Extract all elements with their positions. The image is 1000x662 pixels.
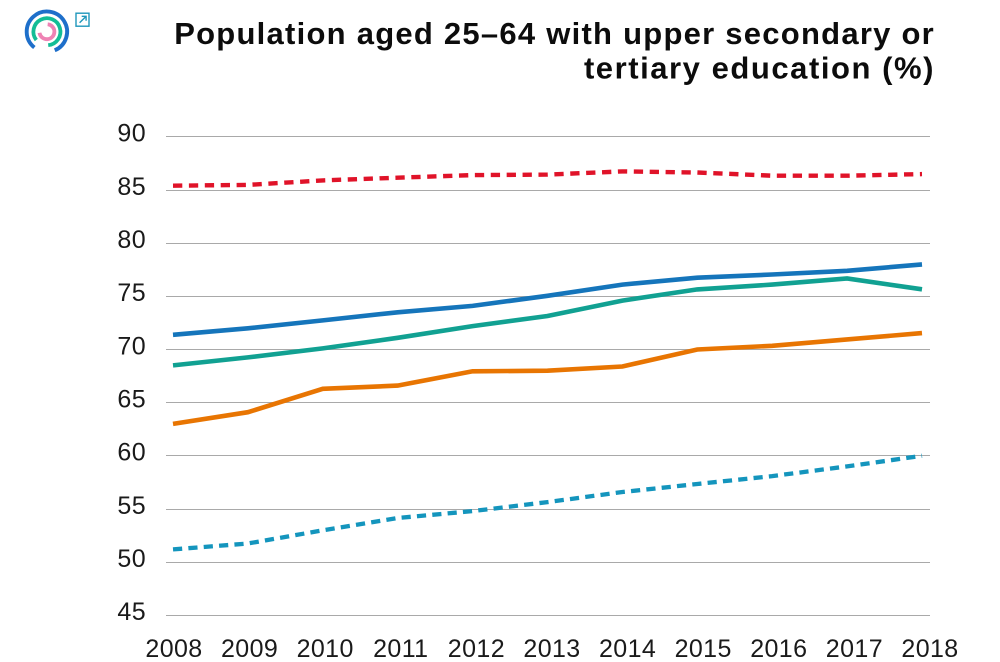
svg-text:2015: 2015 [675,635,732,662]
svg-text:75: 75 [117,279,146,307]
svg-text:2018: 2018 [901,635,958,662]
svg-text:90: 90 [117,120,146,148]
svg-text:2016: 2016 [750,635,807,662]
svg-text:tertiary education (%): tertiary education (%) [584,50,935,85]
svg-text:2017: 2017 [826,635,883,662]
svg-text:Population aged 25–64 with upp: Population aged 25–64 with upper seconda… [174,16,935,51]
svg-text:45: 45 [117,598,146,626]
svg-text:70: 70 [117,332,146,360]
svg-text:85: 85 [117,173,146,201]
svg-text:55: 55 [117,492,146,520]
svg-text:65: 65 [117,386,146,414]
svg-text:2012: 2012 [448,635,505,662]
svg-text:2013: 2013 [523,635,580,662]
svg-text:2008: 2008 [145,635,202,662]
svg-text:2014: 2014 [599,635,656,662]
svg-text:2010: 2010 [297,635,354,662]
svg-text:80: 80 [117,226,146,254]
svg-text:50: 50 [117,545,146,573]
svg-text:2009: 2009 [221,635,278,662]
svg-text:2011: 2011 [373,635,428,662]
svg-text:60: 60 [117,439,146,467]
